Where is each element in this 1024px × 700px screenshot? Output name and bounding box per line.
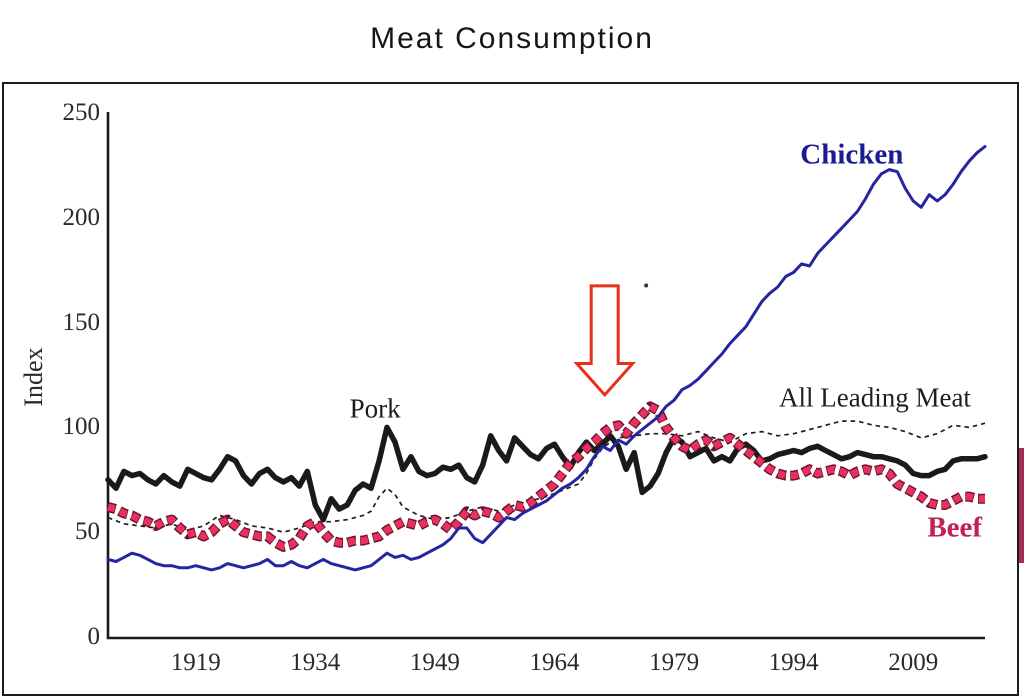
plot-border-box <box>2 82 1019 696</box>
y-axis-title: Index <box>19 347 48 407</box>
series-pork <box>105 424 988 523</box>
y-tick-label-50: 50 <box>75 518 100 546</box>
x-tick-label-1949: 1949 <box>409 649 460 676</box>
y-tick-label-150: 150 <box>62 308 101 336</box>
series-chicken <box>106 145 987 572</box>
x-tick-label-1994: 1994 <box>768 649 819 676</box>
y-tick-label-0: 0 <box>87 623 101 650</box>
y-tick-label-200: 200 <box>62 203 101 231</box>
right-edge-artifact <box>1019 448 1024 563</box>
y-tick-label-250: 250 <box>62 99 101 126</box>
series-beef <box>107 402 985 551</box>
x-tick-label-1964: 1964 <box>529 649 580 676</box>
label-all-leading-meat: All Leading Meat <box>778 382 971 413</box>
x-tick-label-1934: 1934 <box>290 649 341 676</box>
x-tick-label-1919: 1919 <box>170 649 221 676</box>
label-chicken: Chicken <box>800 138 904 171</box>
x-tick-label-1979: 1979 <box>649 649 700 676</box>
label-beef: Beef <box>927 511 983 544</box>
chart-title: Meat Consumption <box>370 22 654 55</box>
y-tick-label-100: 100 <box>62 413 101 441</box>
x-tick-label-2009: 2009 <box>888 649 939 676</box>
series-beef-outline <box>106 401 985 552</box>
down-arrow-annotation <box>573 284 637 398</box>
label-pork: Pork <box>349 393 401 424</box>
speck-artifact <box>644 283 649 288</box>
